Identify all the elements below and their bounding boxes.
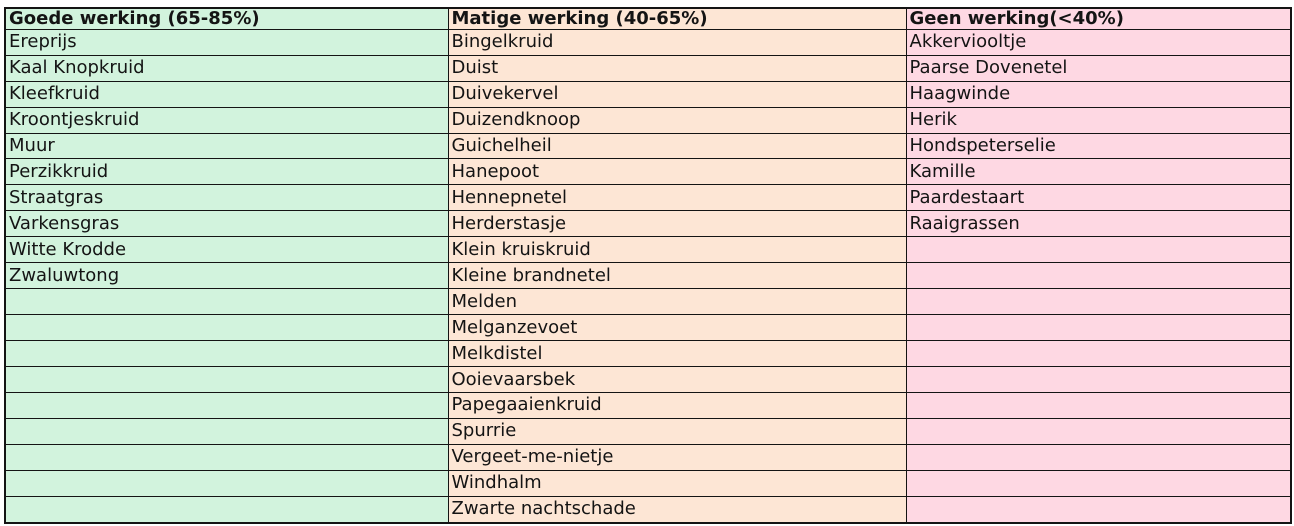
table-cell-geen-werking	[905, 469, 1292, 497]
table-row: Muur Guichelheil Hondspeterselie	[4, 132, 1292, 160]
table-cell-matige-werking: Hanepoot	[447, 158, 907, 186]
effectiveness-table: Goede werking (65-85%) Matige werking (40…	[4, 7, 1292, 524]
table-cell-geen-werking	[905, 314, 1292, 342]
table-cell-goede-werking: Straatgras	[4, 184, 449, 212]
header-row: Goede werking (65-85%) Matige werking (40…	[4, 7, 1292, 30]
table-cell-geen-werking	[905, 443, 1292, 471]
table-cell-goede-werking: Ereprijs	[4, 28, 449, 56]
table-cell-geen-werking: Paarse Dovenetel	[905, 54, 1292, 82]
table-row: Straatgras Hennepnetel Paardestaart	[4, 184, 1292, 212]
table-cell-goede-werking	[4, 340, 449, 367]
table-cell-matige-werking: Bingelkruid	[447, 28, 907, 56]
table-row: Ooievaarsbek	[4, 365, 1292, 393]
table-cell-matige-werking: Duivekervel	[447, 80, 907, 108]
table-cell-matige-werking: Guichelheil	[447, 132, 907, 160]
table-row: Melganzevoet	[4, 314, 1292, 342]
table-cell-goede-werking	[4, 314, 449, 342]
table-cell-geen-werking: Haagwinde	[905, 80, 1292, 108]
table-cell-geen-werking: Hondspeterselie	[905, 132, 1292, 160]
table-cell-geen-werking	[905, 391, 1292, 419]
table-body: Ereprijs Bingelkruid Akkerviooltje Kaal Kno…	[4, 28, 1292, 524]
table-cell-matige-werking: Papegaaienkruid	[447, 391, 907, 419]
table-cell-goede-werking: Perzikkruid	[4, 158, 449, 186]
table-cell-geen-werking: Raaigrassen	[905, 210, 1292, 238]
table-row: Melden	[4, 288, 1292, 316]
table-cell-matige-werking: Ooievaarsbek	[447, 365, 907, 393]
table-cell-matige-werking: Hennepnetel	[447, 184, 907, 212]
table-cell-goede-werking	[4, 469, 449, 497]
column-header-matige-werking: Matige werking (40-65%)	[447, 7, 907, 30]
table-cell-matige-werking: Duist	[447, 54, 907, 82]
table-row: Windhalm	[4, 469, 1292, 497]
table-cell-geen-werking: Paardestaart	[905, 184, 1292, 212]
table-cell-matige-werking: Vergeet-me-nietje	[447, 443, 907, 471]
effectiveness-table-wrap: Goede werking (65-85%) Matige werking (40…	[4, 7, 1292, 524]
table-row: Spurrie	[4, 417, 1292, 445]
column-header-goede-werking: Goede werking (65-85%)	[4, 7, 449, 30]
table-cell-goede-werking: Varkensgras	[4, 210, 449, 238]
table-row: Melkdistel	[4, 340, 1292, 367]
table-cell-geen-werking	[905, 365, 1292, 393]
table-cell-geen-werking	[905, 236, 1292, 264]
table-cell-goede-werking	[4, 391, 449, 419]
table-row: Kleefkruid Duivekervel Haagwinde	[4, 80, 1292, 108]
table-row: Zwarte nachtschade	[4, 495, 1292, 524]
table-cell-geen-werking: Herik	[905, 106, 1292, 134]
table-cell-matige-werking: Zwarte nachtschade	[447, 495, 907, 524]
table-cell-matige-werking: Melganzevoet	[447, 314, 907, 342]
table-cell-geen-werking	[905, 417, 1292, 445]
table-cell-goede-werking: Kroontjeskruid	[4, 106, 449, 134]
table-cell-goede-werking: Muur	[4, 132, 449, 160]
table-row: Kaal Knopkruid Duist Paarse Dovenetel	[4, 54, 1292, 82]
table-row: Papegaaienkruid	[4, 391, 1292, 419]
table-cell-matige-werking: Windhalm	[447, 469, 907, 497]
table-row: Witte Krodde Klein kruiskruid	[4, 236, 1292, 264]
table-cell-goede-werking: Zwaluwtong	[4, 262, 449, 290]
table-cell-geen-werking	[905, 340, 1292, 367]
table-row: Perzikkruid Hanepoot Kamille	[4, 158, 1292, 186]
table-cell-geen-werking	[905, 262, 1292, 290]
table-cell-matige-werking: Melden	[447, 288, 907, 316]
table-cell-matige-werking: Melkdistel	[447, 340, 907, 367]
table-cell-goede-werking: Kleefkruid	[4, 80, 449, 108]
table-row: Vergeet-me-nietje	[4, 443, 1292, 471]
column-header-geen-werking: Geen werking(<40%)	[905, 7, 1292, 30]
table-cell-matige-werking: Herderstasje	[447, 210, 907, 238]
table-cell-geen-werking	[905, 288, 1292, 316]
table-cell-matige-werking: Spurrie	[447, 417, 907, 445]
table-row: Varkensgras Herderstasje Raaigrassen	[4, 210, 1292, 238]
table-cell-geen-werking: Akkerviooltje	[905, 28, 1292, 56]
table-cell-matige-werking: Klein kruiskruid	[447, 236, 907, 264]
table-cell-goede-werking: Witte Krodde	[4, 236, 449, 264]
table-cell-matige-werking: Kleine brandnetel	[447, 262, 907, 290]
table-cell-goede-werking	[4, 495, 449, 524]
table-cell-goede-werking: Kaal Knopkruid	[4, 54, 449, 82]
table-cell-goede-werking	[4, 288, 449, 316]
table-cell-goede-werking	[4, 365, 449, 393]
table-row: Kroontjeskruid Duizendknoop Herik	[4, 106, 1292, 134]
table-cell-geen-werking: Kamille	[905, 158, 1292, 186]
table-row: Ereprijs Bingelkruid Akkerviooltje	[4, 28, 1292, 56]
table-row: Zwaluwtong Kleine brandnetel	[4, 262, 1292, 290]
table-cell-matige-werking: Duizendknoop	[447, 106, 907, 134]
table-cell-goede-werking	[4, 443, 449, 471]
table-cell-goede-werking	[4, 417, 449, 445]
table-cell-geen-werking	[905, 495, 1292, 524]
